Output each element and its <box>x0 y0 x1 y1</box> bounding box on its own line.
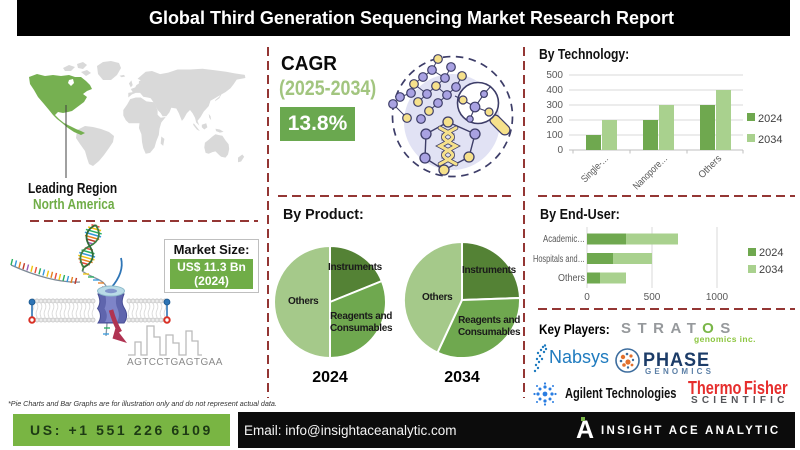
svg-text:500: 500 <box>546 70 563 81</box>
svg-text:Academic…: Academic… <box>543 234 585 245</box>
svg-text:0: 0 <box>557 145 563 156</box>
svg-text:1000: 1000 <box>706 292 729 303</box>
svg-text:2034: 2034 <box>758 134 782 146</box>
svg-text:Others: Others <box>558 273 585 284</box>
svg-text:Hospitals and…: Hospitals and… <box>533 254 585 265</box>
svg-text:500: 500 <box>644 292 661 303</box>
svg-text:2024: 2024 <box>759 247 783 259</box>
svg-text:100: 100 <box>546 130 563 141</box>
svg-text:Nanopore…: Nanopore… <box>631 153 670 192</box>
svg-text:Others: Others <box>697 153 725 181</box>
svg-text:2024: 2024 <box>758 113 782 125</box>
svg-text:2034: 2034 <box>759 264 783 276</box>
svg-text:300: 300 <box>546 100 563 111</box>
svg-text:0: 0 <box>584 292 590 303</box>
svg-text:400: 400 <box>546 85 563 96</box>
svg-text:Single-…: Single-… <box>579 153 611 185</box>
svg-text:200: 200 <box>546 115 563 126</box>
